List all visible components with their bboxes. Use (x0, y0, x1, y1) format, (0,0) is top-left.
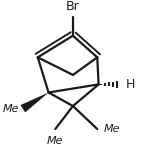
Text: H: H (126, 78, 135, 91)
Text: Br: Br (66, 0, 80, 13)
Text: Me: Me (104, 124, 121, 134)
Polygon shape (21, 93, 49, 112)
Text: Me: Me (47, 136, 64, 146)
Text: Me: Me (2, 104, 19, 114)
